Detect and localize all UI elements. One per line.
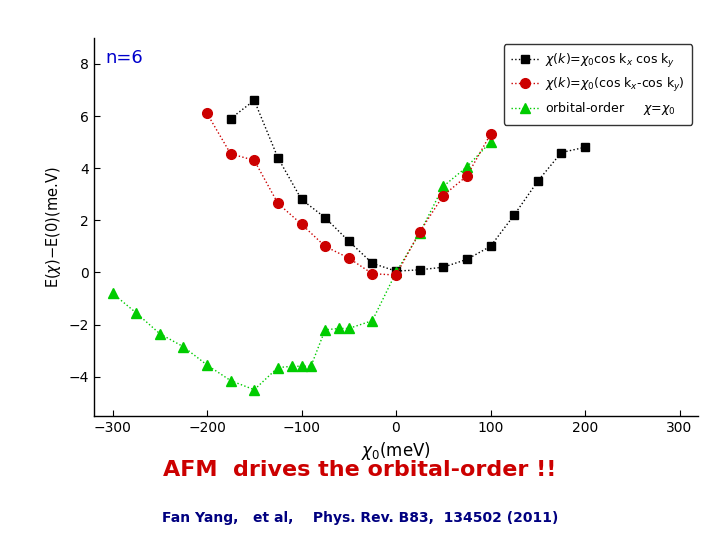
Text: n=6: n=6 bbox=[106, 49, 143, 67]
Y-axis label: E($\chi$)−E(0)(me.V): E($\chi$)−E(0)(me.V) bbox=[44, 166, 63, 288]
Text: AFM  drives the orbital-order !!: AFM drives the orbital-order !! bbox=[163, 460, 557, 480]
Legend: $\chi(k)$=$\chi_0$cos k$_x$ cos k$_y$, $\chi(k)$=$\chi_0$(cos k$_x$-cos k$_y$), : $\chi(k)$=$\chi_0$cos k$_x$ cos k$_y$, $… bbox=[504, 44, 692, 125]
Text: Fan Yang,   et al,    Phys. Rev. B83,  134502 (2011): Fan Yang, et al, Phys. Rev. B83, 134502 … bbox=[162, 511, 558, 525]
X-axis label: $\chi_0$(meV): $\chi_0$(meV) bbox=[361, 440, 431, 462]
